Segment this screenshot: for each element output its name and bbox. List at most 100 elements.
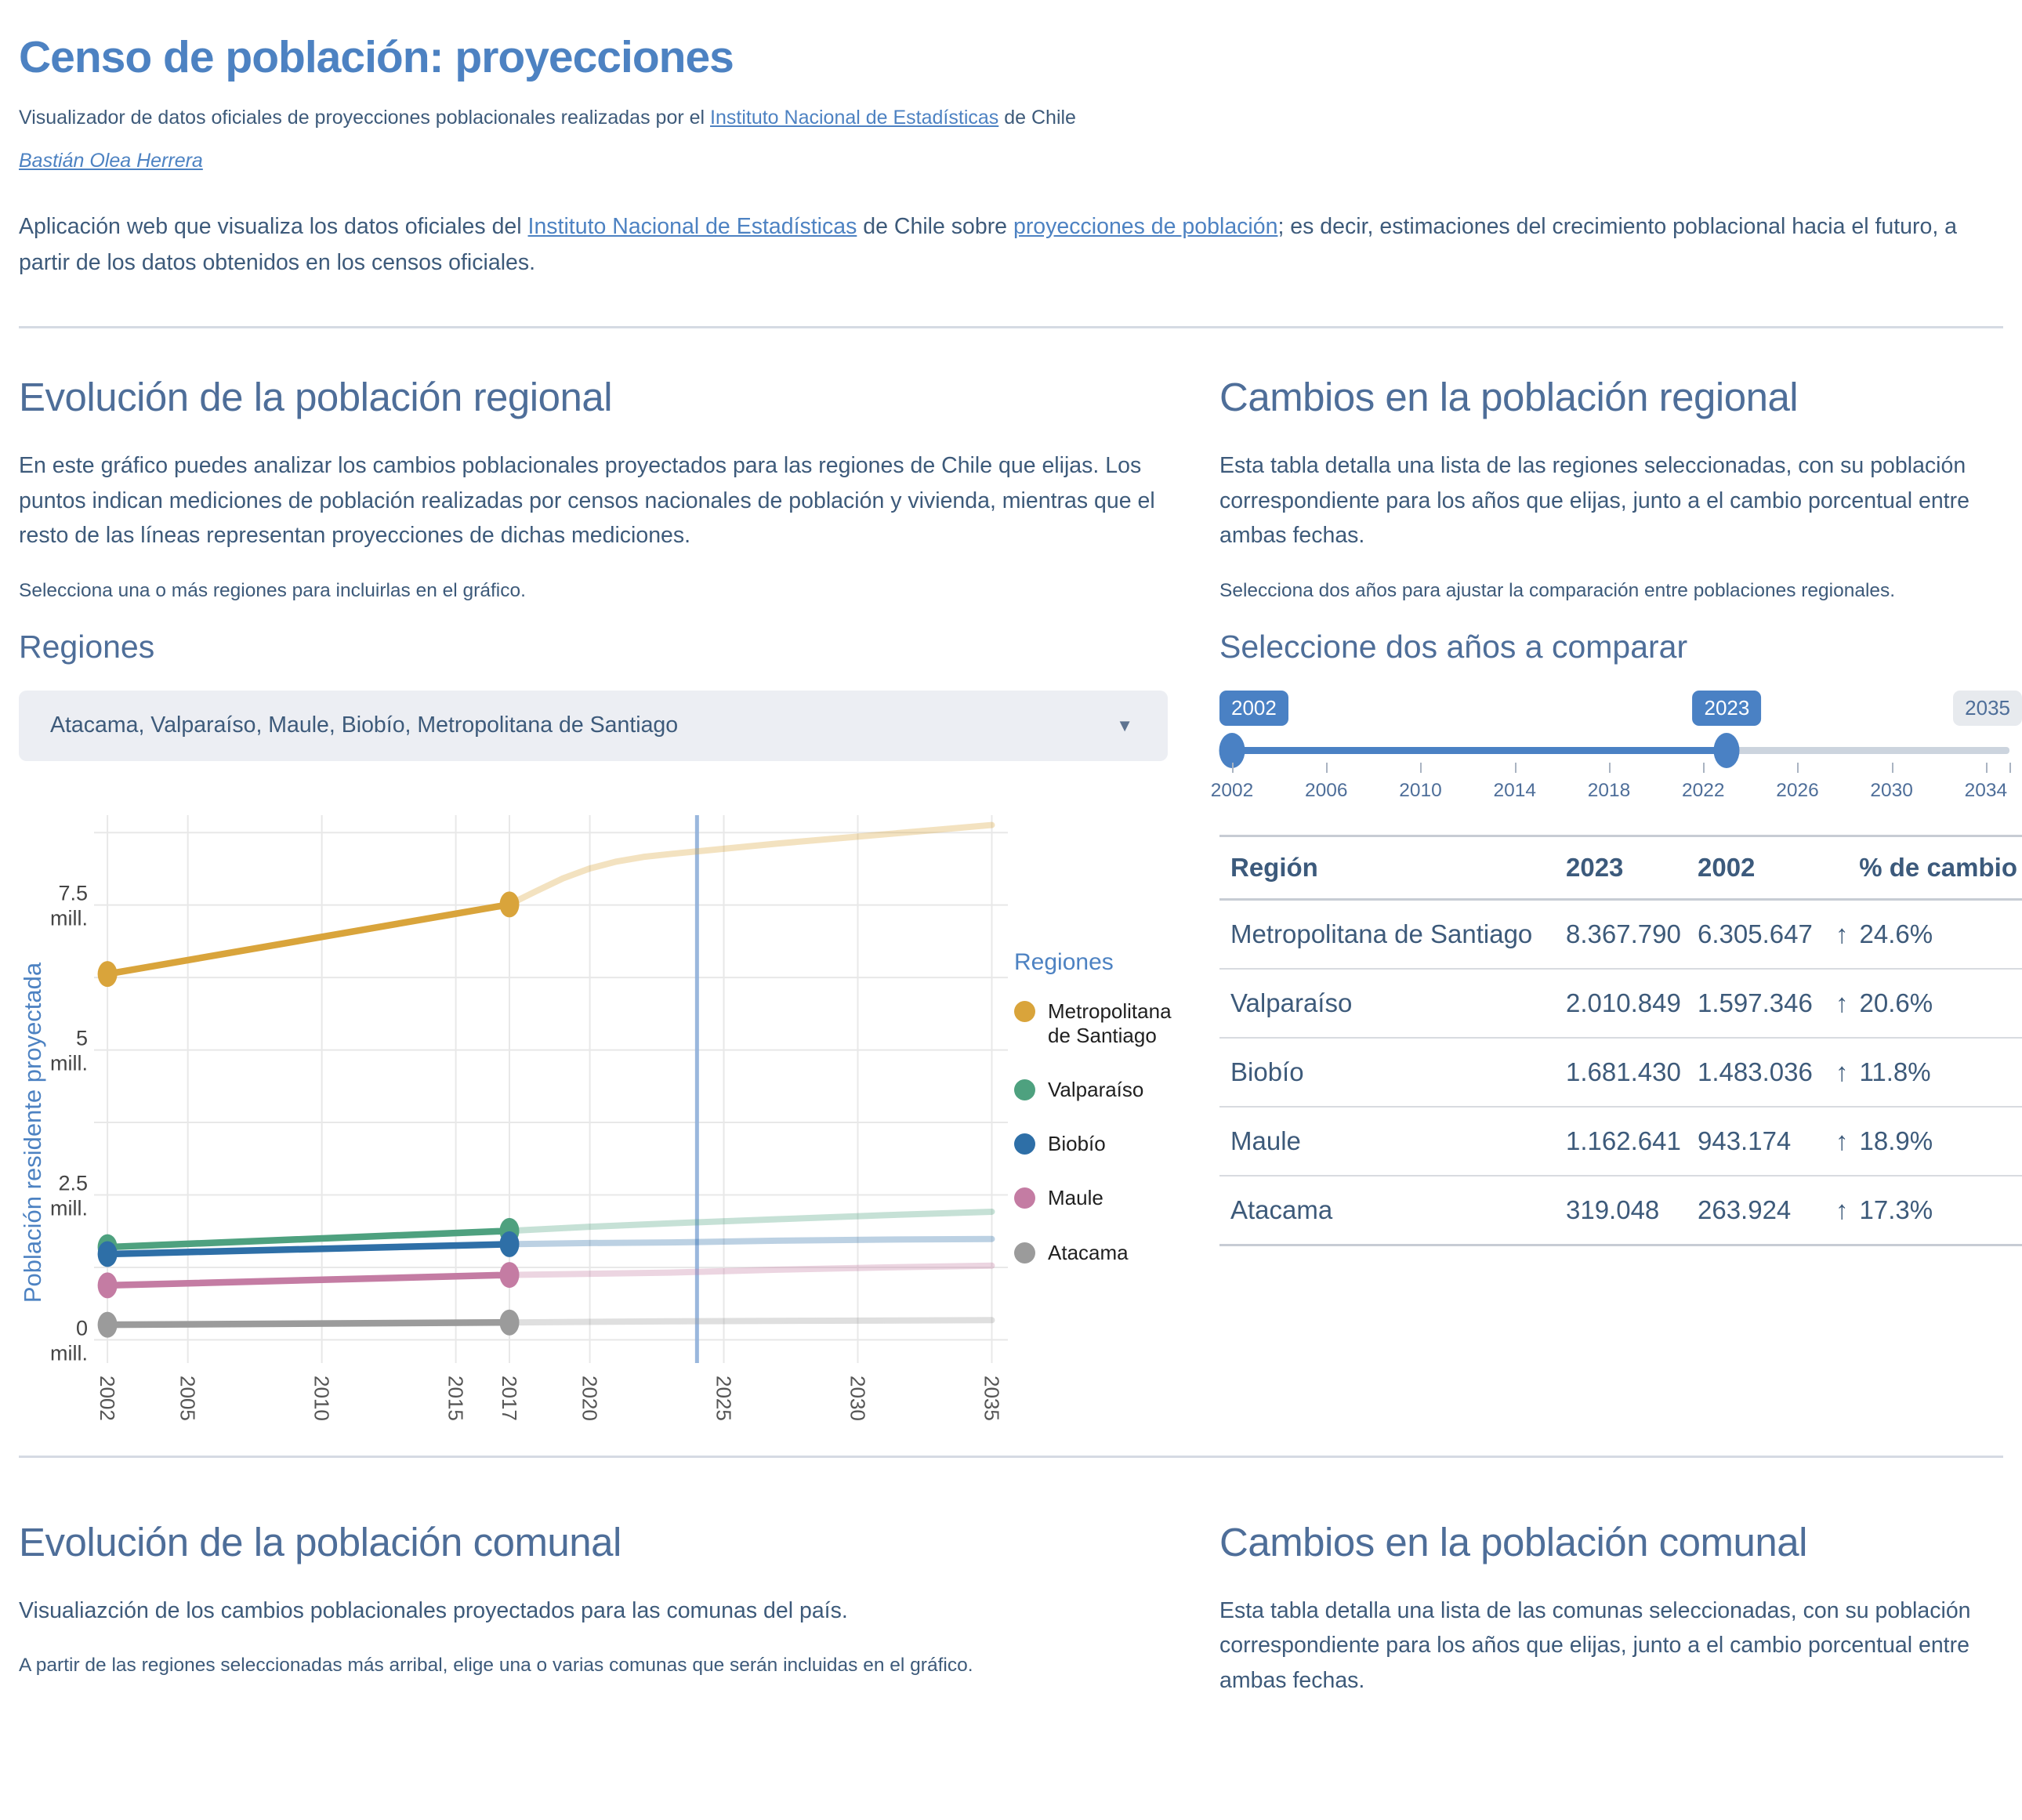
census-point	[97, 1241, 118, 1267]
slider-track[interactable]: 2002 2006 2010 2014 2018 2022 2026 2030 2034	[1211, 732, 2011, 801]
slider-to-badge: 2023	[1692, 690, 1762, 726]
arrow-up-icon: ↑	[1835, 1195, 1849, 1224]
slider-tick-label: 2026	[1776, 779, 1819, 801]
cell-change: ↑ 18.9%	[1825, 1106, 2022, 1176]
legend-label: Metropolitana de Santiago	[1048, 999, 1172, 1047]
slider-tick-label: 2018	[1587, 779, 1631, 801]
regional-evolution-title: Evolución de la población regional	[19, 375, 613, 420]
arrow-up-icon: ↑	[1835, 1057, 1849, 1086]
intro-paragraph: Aplicación web que visualiza los datos o…	[19, 208, 1962, 281]
table-row: Atacama 319.048 263.924 ↑ 17.3%	[1219, 1175, 2022, 1246]
x-tick-label: 2035	[980, 1376, 1003, 1421]
cell-pop-2023: 1.162.641	[1555, 1106, 1687, 1176]
slider-tick	[1326, 762, 1328, 773]
projection-line	[506, 821, 995, 908]
cell-region: Biobío	[1219, 1037, 1555, 1108]
census-point	[97, 960, 118, 987]
legend-dot-icon	[1014, 1242, 1035, 1263]
author-line: Bastián Olea Herrera	[19, 150, 2003, 172]
y-tick-label: 5	[76, 1026, 88, 1050]
census-point	[499, 1231, 520, 1257]
intro-text-1: Aplicación web que visualiza los datos o…	[19, 214, 528, 239]
col-header-2002: 2002	[1687, 834, 1825, 901]
y-tick-unit: mill.	[50, 1341, 88, 1365]
legend-item: Maule	[1014, 1186, 1168, 1210]
legend-items: Metropolitana de Santiago Valparaíso Biobí…	[1014, 999, 1172, 1265]
legend-label: Biobío	[1048, 1132, 1106, 1156]
legend-item: Atacama	[1014, 1241, 1168, 1265]
slider-max-badge: 2035	[1953, 690, 2022, 726]
y-tick-unit: mill.	[50, 1051, 88, 1075]
census-line	[103, 901, 513, 977]
slider-tick-label: 2002	[1210, 779, 1254, 801]
y-tick-unit: mill.	[50, 1196, 88, 1220]
slider-handle-to[interactable]	[1713, 732, 1740, 768]
col-header-change: % de cambio	[1825, 834, 2022, 901]
projection-line	[506, 1316, 995, 1325]
census-line	[103, 1271, 513, 1289]
x-tick-label: 2005	[176, 1376, 200, 1421]
proyecciones-link[interactable]: proyecciones de población	[1013, 214, 1278, 239]
slider-tick	[1703, 762, 1705, 773]
bottom-section: Evolución de la población comunal Visual…	[19, 1519, 2003, 1724]
legend-dot-icon	[1014, 1133, 1035, 1155]
regional-changes-title: Cambios en la población regional	[1219, 375, 1799, 420]
projection-line	[506, 1208, 995, 1234]
arrow-up-icon: ↑	[1835, 988, 1849, 1017]
main-section: Evolución de la población regional En es…	[19, 374, 2022, 1438]
change-percent: 11.8%	[1859, 1057, 1931, 1086]
year-range-slider[interactable]: 2002 2023 2035 2002 2006 2010 2014 2018 2022 2…	[1211, 690, 2022, 808]
regions-multiselect-value: Atacama, Valparaíso, Maule, Biobío, Metr…	[50, 712, 679, 738]
change-percent: 20.6%	[1859, 988, 1933, 1017]
cell-pop-2023: 8.367.790	[1555, 899, 1687, 970]
legend-dot-icon	[1014, 1187, 1035, 1209]
subtitle-text-2: de Chile	[998, 107, 1076, 129]
slider-handle-from[interactable]	[1219, 732, 1245, 768]
y-tick-label: 7.5	[58, 881, 88, 905]
table-header-row: Región 2023 2002 % de cambio	[1219, 834, 2022, 901]
communal-evolution-panel: Evolución de la población comunal Visual…	[19, 1519, 1168, 1724]
regional-changes-panel: Cambios en la población regional Esta ta…	[1211, 374, 2022, 1438]
cell-pop-2002: 263.924	[1687, 1175, 1825, 1246]
legend-label: Maule	[1048, 1186, 1103, 1210]
author-link[interactable]: Bastián Olea Herrera	[19, 150, 203, 172]
cell-pop-2002: 1.483.036	[1687, 1037, 1825, 1108]
cell-region: Atacama	[1219, 1175, 1555, 1246]
slider-range-fill	[1232, 746, 1727, 754]
intro-text-2: de Chile sobre	[857, 214, 1013, 239]
y-axis-title: Población residente proyectada	[19, 962, 46, 1303]
col-header-region: Región	[1219, 834, 1555, 901]
regional-changes-note: Selecciona dos años para ajustar la comp…	[1219, 579, 1896, 601]
slider-tick	[2009, 762, 2011, 773]
legend-dot-icon	[1014, 1000, 1035, 1022]
slider-tick	[1420, 762, 1422, 773]
y-tick-unit: mill.	[50, 906, 88, 930]
year-slider-title: Seleccione dos años a comparar	[1219, 628, 1688, 665]
slider-tick-label: 2034	[1964, 779, 2008, 801]
arrow-up-icon: ↑	[1835, 1126, 1849, 1155]
chart-legend: Regiones Metropolitana de Santiago Valpar…	[1014, 796, 1172, 1438]
page: Censo de población: proyecciones Visuali…	[19, 32, 2022, 1724]
ine-link-2[interactable]: Instituto Nacional de Estadísticas	[527, 214, 857, 239]
change-percent: 24.6%	[1859, 919, 1933, 948]
page-title: Censo de población: proyecciones	[19, 32, 734, 82]
regions-multiselect[interactable]: Atacama, Valparaíso, Maule, Biobío, Metr…	[19, 690, 1168, 761]
slider-tick-label: 2030	[1870, 779, 1913, 801]
cell-change: ↑ 20.6%	[1825, 968, 2022, 1039]
communal-evolution-description: Visualiazción de los cambios poblacional…	[19, 1597, 848, 1623]
cell-change: ↑ 11.8%	[1825, 1037, 2022, 1108]
slider-tick	[1232, 762, 1234, 773]
population-chart: 0 mill. 2.5 mill. 5 mill. 7.5 mill. 2002 2005 2010…	[19, 796, 1172, 1438]
ine-link[interactable]: Instituto Nacional de Estadísticas	[710, 107, 999, 129]
table-row: Valparaíso 2.010.849 1.597.346 ↑ 20.6%	[1219, 968, 2022, 1039]
x-tick-label: 2015	[444, 1376, 468, 1421]
census-point	[499, 891, 520, 918]
communal-evolution-title: Evolución de la población comunal	[19, 1519, 621, 1564]
slider-tick-label: 2014	[1493, 779, 1536, 801]
table-row: Biobío 1.681.430 1.483.036 ↑ 11.8%	[1219, 1037, 2022, 1108]
y-tick-label: 2.5	[58, 1171, 88, 1195]
cell-region: Metropolitana de Santiago	[1219, 899, 1555, 970]
regional-changes-description: Esta tabla detalla una lista de las regi…	[1219, 453, 1969, 549]
regional-evolution-description: En este gráfico puedes analizar los camb…	[19, 453, 1155, 549]
